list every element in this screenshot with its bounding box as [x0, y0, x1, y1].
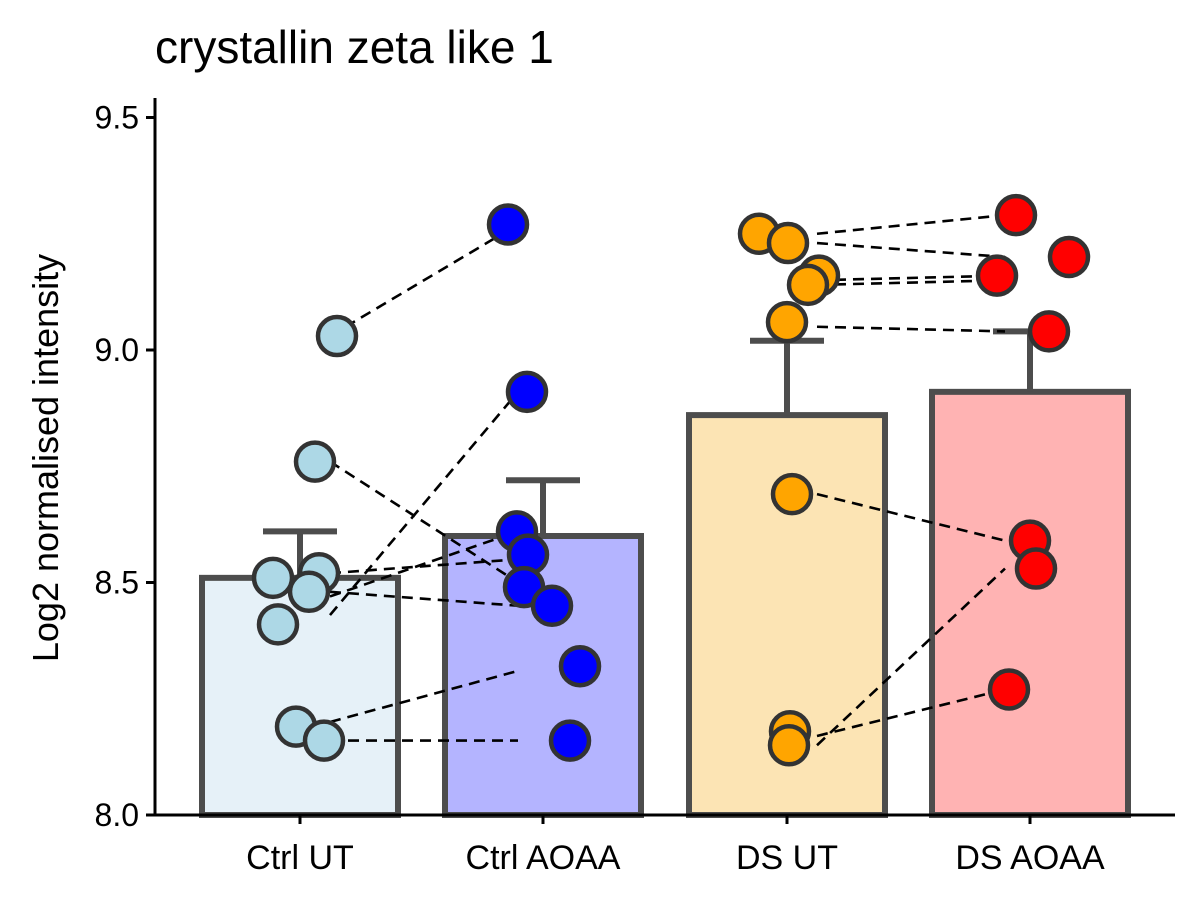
data-point-2-7	[767, 724, 811, 767]
data-point-2-1	[766, 221, 810, 265]
data-point-0-0	[315, 314, 359, 358]
data-point-2-3	[786, 263, 830, 307]
paired-lines-layer	[329, 213, 1006, 747]
data-point-3-6	[987, 668, 1031, 711]
pair-line-14	[816, 567, 1006, 747]
x-tick-label-0: Ctrl UT	[246, 839, 354, 877]
axes-layer: 8.0 8.5 9.0 9.5 Ctrl UT Ctrl AOAA DS UT DS AOAA	[95, 98, 1175, 877]
y-axis-label: Log2 normalised intensity	[25, 254, 66, 662]
y-tick-label-3: 9.5	[95, 100, 139, 136]
pair-line-15	[816, 688, 1006, 738]
data-point-3-1	[1047, 235, 1091, 279]
data-point-1-1	[505, 370, 549, 414]
pair-line-2	[329, 391, 519, 616]
points-layer	[251, 193, 1091, 767]
pair-line-3	[329, 557, 519, 575]
pair-line-11	[816, 278, 1006, 287]
x-tick-label-1: Ctrl AOAA	[466, 839, 621, 877]
data-point-3-2	[975, 254, 1019, 297]
y-tick-label-0: 8.0	[95, 797, 139, 833]
pair-line-4	[329, 530, 519, 598]
y-tick-label-1: 8.5	[95, 565, 139, 601]
data-point-0-4	[287, 570, 331, 614]
data-point-2-5	[770, 472, 814, 516]
pair-line-9	[816, 241, 1006, 259]
data-point-3-5	[1014, 547, 1058, 590]
x-tick-label-2: DS UT	[736, 839, 838, 877]
data-point-0-1	[293, 440, 337, 483]
data-point-0-5	[256, 603, 300, 646]
pair-line-13	[816, 492, 1006, 542]
data-point-1-0	[486, 203, 530, 246]
pair-line-1	[329, 460, 519, 584]
data-point-3-0	[994, 193, 1038, 237]
pair-line-12	[816, 325, 1006, 333]
pair-line-5	[329, 590, 519, 608]
data-point-3-3	[1027, 310, 1071, 353]
bar-0	[199, 574, 401, 818]
pair-line-0	[329, 223, 519, 338]
pair-line-10	[816, 274, 1006, 282]
x-tick-label-3: DS AOAA	[955, 839, 1105, 877]
y-tick-label-2: 9.0	[95, 332, 139, 368]
data-point-1-5	[530, 584, 574, 627]
data-point-0-3	[251, 556, 295, 600]
pair-line-6	[329, 669, 519, 724]
bar-3	[929, 388, 1131, 818]
data-point-2-4	[765, 300, 809, 344]
data-point-1-6	[558, 644, 602, 688]
data-point-1-7	[548, 719, 592, 762]
pair-line-8	[816, 213, 1006, 236]
data-point-0-7	[302, 719, 346, 762]
chart-title: crystallin zeta like 1	[155, 21, 554, 73]
